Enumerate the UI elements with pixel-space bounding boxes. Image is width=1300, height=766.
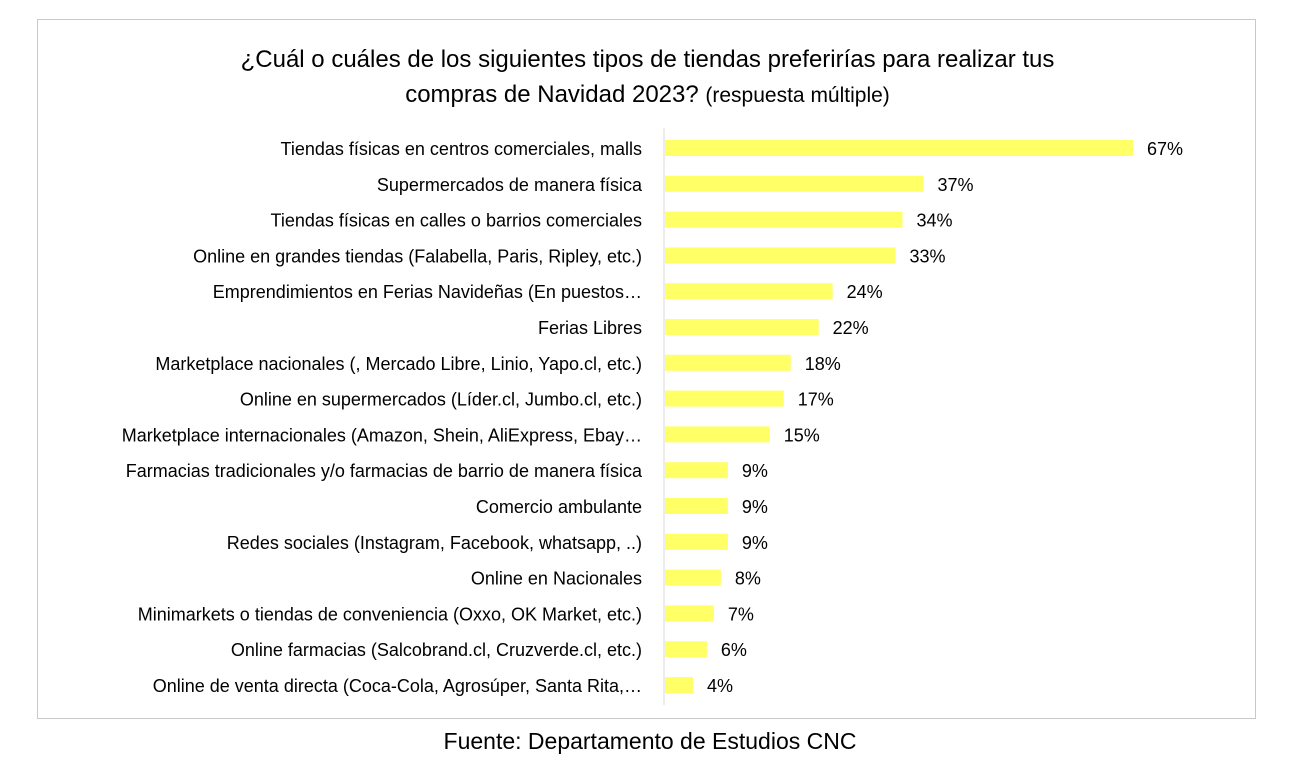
category-label: Online farmacias (Salcobrand.cl, Cruzver…	[231, 640, 642, 660]
bar	[665, 175, 924, 192]
data-label: 9%	[742, 533, 768, 553]
category-label: Emprendimientos en Ferias Navideñas (En …	[213, 282, 642, 302]
data-label: 67%	[1147, 139, 1183, 159]
chart-title-line-2: compras de Navidad 2023? (respuesta múlt…	[38, 77, 1257, 113]
category-label: Ferias Libres	[538, 318, 642, 338]
bar	[665, 354, 791, 371]
data-label: 37%	[937, 175, 973, 195]
bar	[665, 569, 721, 586]
category-label: Online en Nacionales	[471, 569, 642, 589]
data-label: 8%	[735, 569, 761, 589]
data-label: 9%	[742, 497, 768, 517]
bar	[665, 140, 1133, 156]
chart-title-note: (respuesta múltiple)	[705, 84, 890, 107]
data-label: 17%	[798, 390, 834, 410]
bar	[665, 498, 728, 514]
category-label: Tiendas físicas en centros comerciales, …	[281, 139, 642, 159]
data-label: 15%	[784, 425, 820, 445]
data-label: 9%	[742, 461, 768, 481]
bar	[665, 211, 903, 228]
bar	[665, 677, 693, 693]
category-label: Minimarkets o tiendas de conveniencia (O…	[138, 604, 642, 624]
data-label: 34%	[916, 211, 952, 231]
data-label: 6%	[721, 640, 747, 660]
bar	[665, 533, 728, 550]
category-label: Farmacias tradicionales y/o farmacias de…	[126, 461, 643, 481]
bar	[665, 319, 819, 335]
category-label: Tiendas físicas en calles o barrios come…	[271, 211, 643, 231]
bar	[665, 641, 707, 658]
bar	[665, 283, 833, 300]
category-label: Online en supermercados (Líder.cl, Jumbo…	[240, 390, 642, 410]
source-note: Fuente: Departamento de Estudios CNC	[443, 728, 857, 754]
data-label: 4%	[707, 676, 733, 696]
category-label: Marketplace nacionales (, Mercado Libre,…	[155, 354, 642, 374]
chart-title: ¿Cuál o cuáles de los siguientes tipos d…	[38, 42, 1257, 113]
bar	[665, 462, 728, 479]
category-label: Marketplace internacionales (Amazon, She…	[122, 425, 642, 445]
category-label: Online de venta directa (Coca-Cola, Agro…	[153, 676, 642, 696]
bar	[665, 605, 714, 622]
bar	[665, 426, 770, 443]
data-label: 7%	[728, 604, 754, 624]
data-label: 22%	[833, 318, 869, 338]
data-label: 18%	[805, 354, 841, 374]
chart-title-line-1: ¿Cuál o cuáles de los siguientes tipos d…	[240, 46, 1055, 73]
bar	[665, 247, 896, 264]
data-label: 33%	[910, 246, 946, 266]
chart-title-line-2-main: compras de Navidad 2023?	[405, 81, 699, 108]
category-label: Online en grandes tiendas (Falabella, Pa…	[193, 246, 642, 266]
category-label: Redes sociales (Instagram, Facebook, wha…	[227, 533, 642, 553]
chart-frame: ¿Cuál o cuáles de los siguientes tipos d…	[37, 19, 1256, 719]
data-label: 24%	[847, 282, 883, 302]
category-label: Supermercados de manera física	[377, 175, 643, 195]
bar-chart: Tiendas físicas en centros comerciales, …	[122, 128, 1183, 705]
bar	[665, 390, 784, 407]
category-label: Comercio ambulante	[476, 497, 642, 517]
